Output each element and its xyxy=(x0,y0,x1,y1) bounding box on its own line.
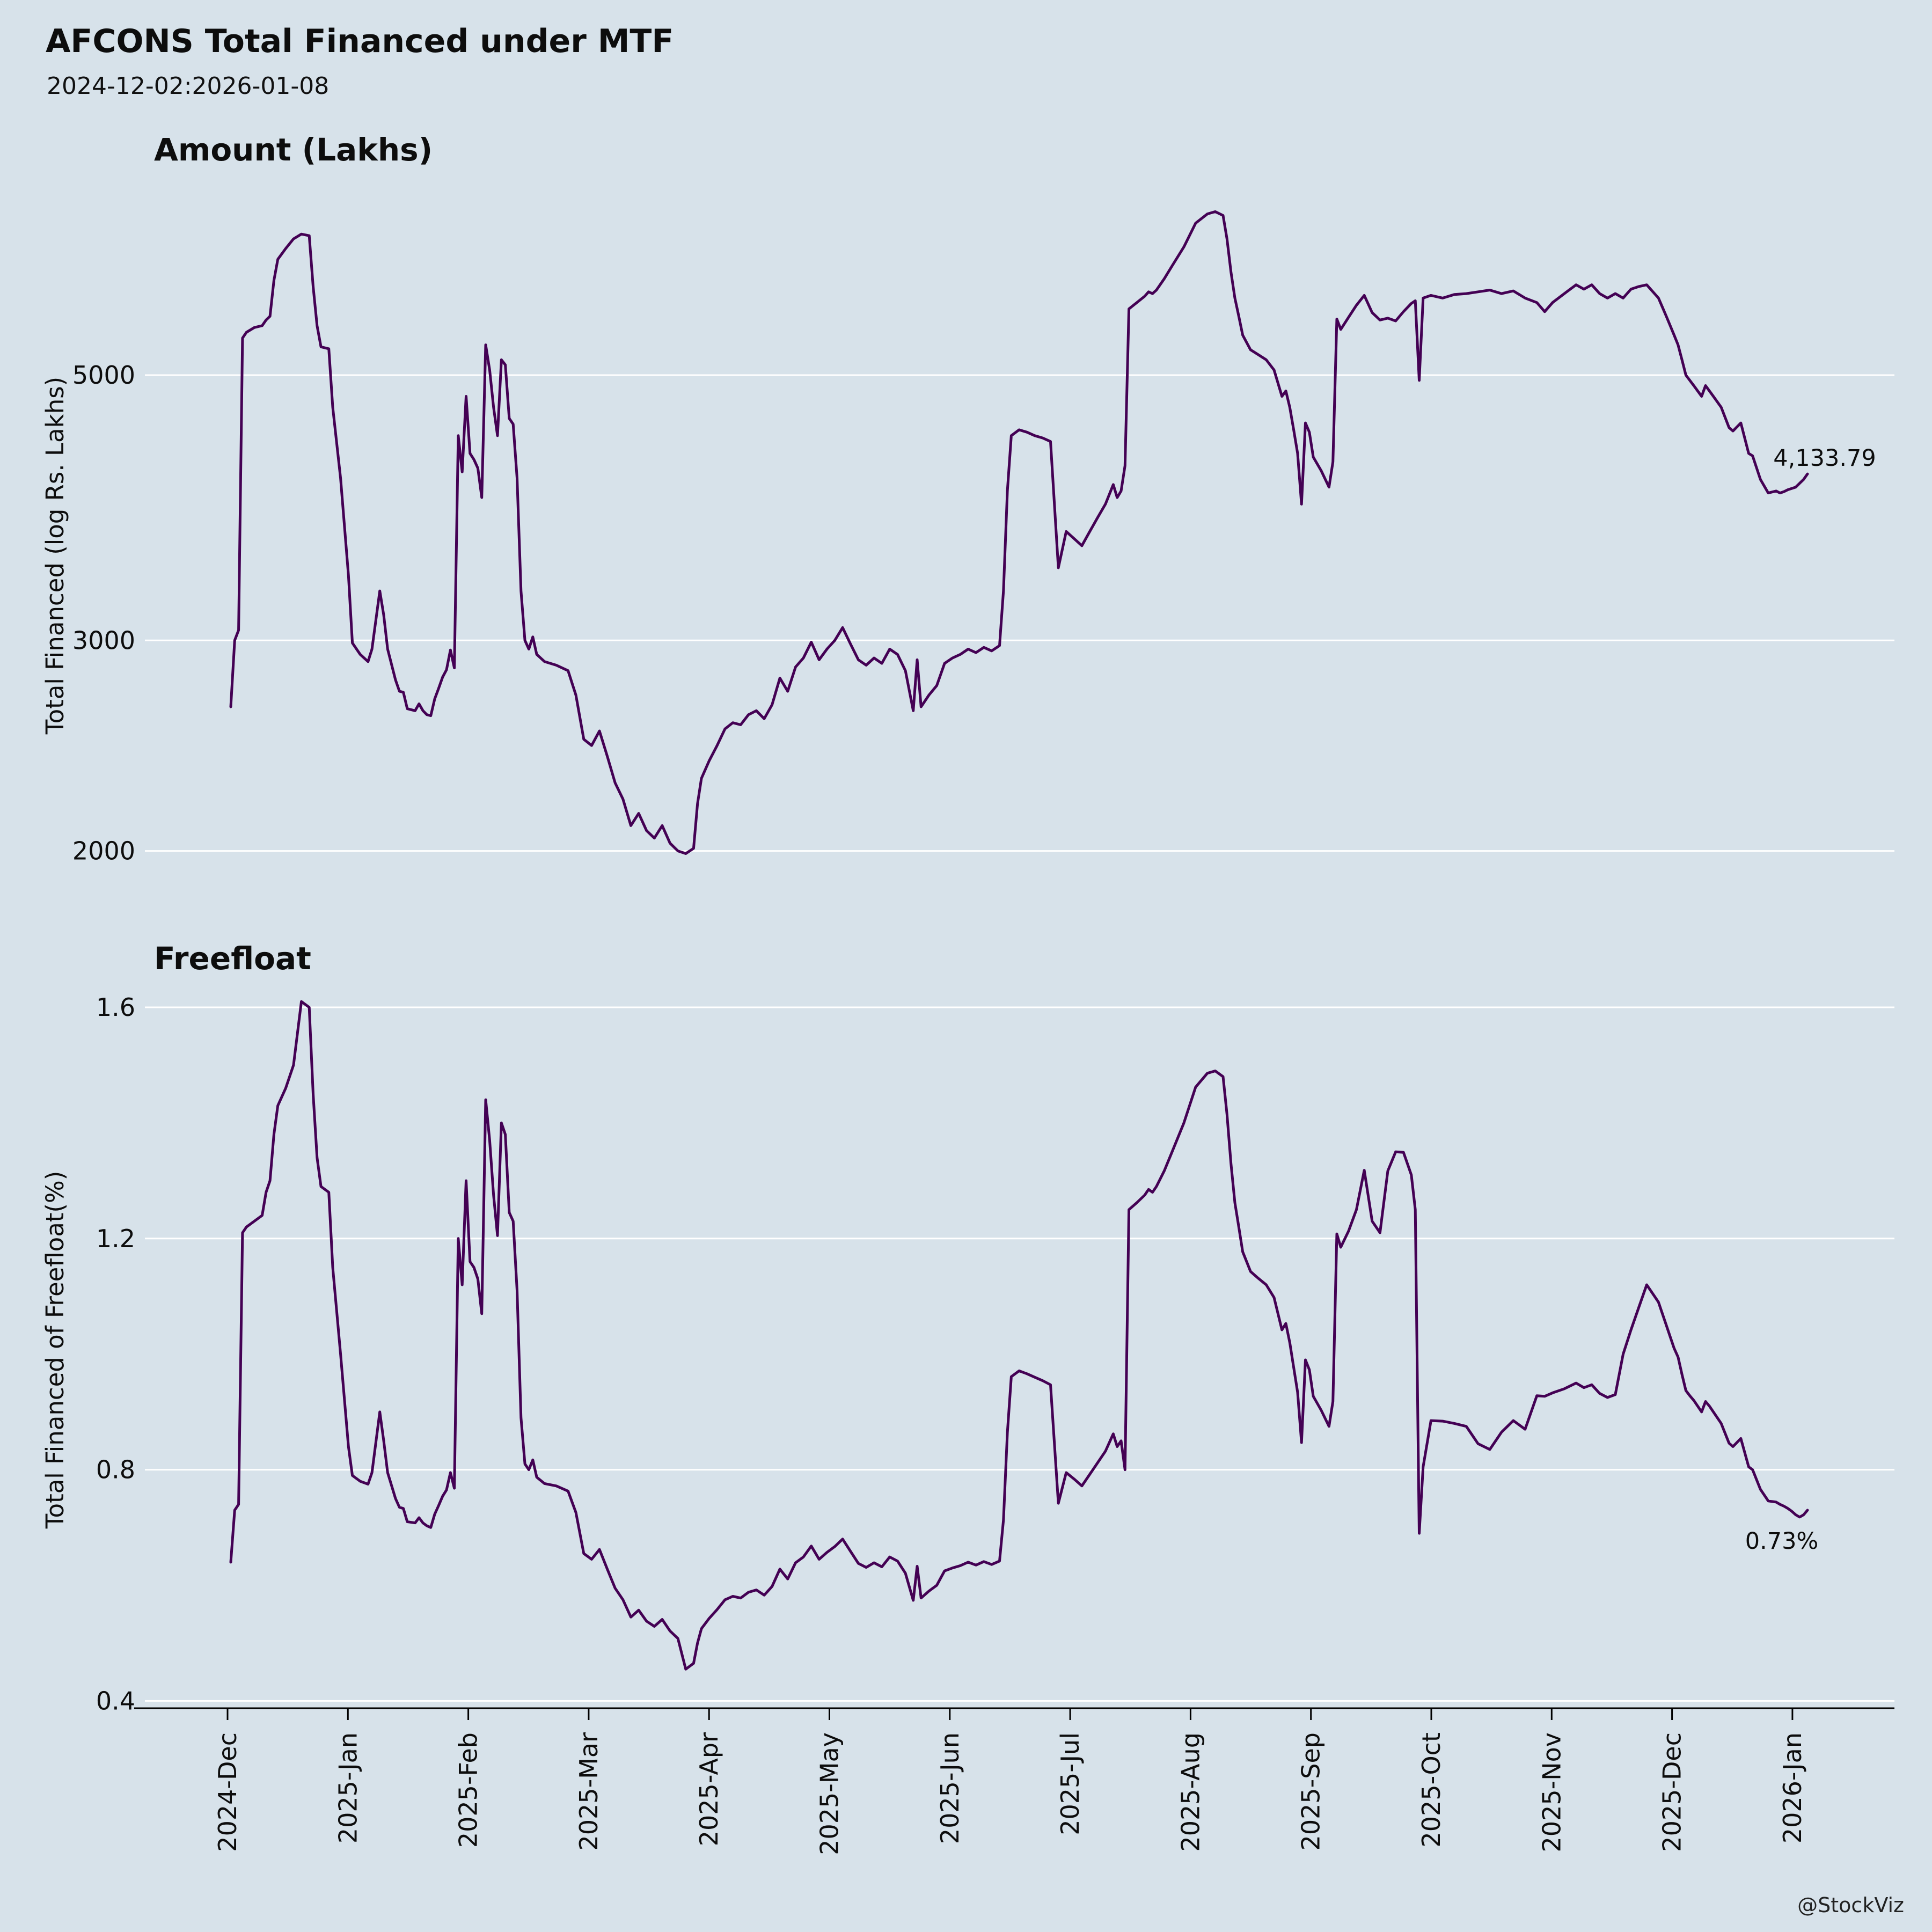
x-tick-label-2025-Apr: 2025-Apr xyxy=(694,1732,723,1846)
amount-ytick-3000: 3000 xyxy=(72,626,135,655)
amount-gridlines: 5000 3000 2000 xyxy=(72,361,1894,866)
x-axis: 2024-Dec 2025-Jan 2025-Feb 2025-Mar 2025-Apr… xyxy=(134,1707,1894,1855)
freefloat-chart-title: Freefloat xyxy=(154,940,311,977)
x-tick-label-2024-Dec: 2024-Dec xyxy=(213,1732,242,1852)
x-tick-label-2025-May: 2025-May xyxy=(815,1732,844,1855)
amount-series-line xyxy=(229,210,1809,855)
amount-ylabel: Total Financed (log Rs. Lakhs) xyxy=(41,377,69,735)
freefloat-ytick-1.2: 1.2 xyxy=(96,1224,135,1253)
freefloat-ylabel: Total Financed of Freefloat(%) xyxy=(41,1171,69,1529)
x-tick-label-2025-Jul: 2025-Jul xyxy=(1056,1732,1085,1835)
freefloat-last-value-annotation: 0.73% xyxy=(1745,1528,1819,1555)
page-subtitle: 2024-12-02:2026-01-08 xyxy=(47,72,330,100)
x-tick-label-2025-Jun: 2025-Jun xyxy=(935,1732,964,1844)
watermark-stockviz: @StockViz xyxy=(1797,1893,1904,1917)
amount-ytick-5000: 5000 xyxy=(72,361,135,390)
freefloat-chart: 1.6 1.2 0.8 0.4 Total Financed of Freefloat(… xyxy=(41,993,1894,1715)
amount-last-value-annotation: 4,133.79 xyxy=(1773,445,1876,472)
freefloat-ytick-1.6: 1.6 xyxy=(96,993,135,1022)
x-tick-label-2025-Jan: 2025-Jan xyxy=(333,1732,362,1843)
freefloat-series-line xyxy=(229,1000,1809,1671)
x-tick-label-2025-Oct: 2025-Oct xyxy=(1417,1732,1446,1847)
x-tick-label-2025-Dec: 2025-Dec xyxy=(1658,1732,1687,1852)
amount-chart: 5000 3000 2000 Total Financed (log Rs. Lakh… xyxy=(41,210,1894,866)
x-tick-label-2025-Nov: 2025-Nov xyxy=(1537,1732,1566,1852)
x-tick-label-2025-Mar: 2025-Mar xyxy=(574,1732,603,1851)
amount-chart-title: Amount (Lakhs) xyxy=(154,131,433,168)
x-tick-label-2025-Aug: 2025-Aug xyxy=(1176,1732,1205,1851)
x-tick-label-2026-Jan: 2026-Jan xyxy=(1778,1732,1807,1843)
page-title: AFCONS Total Financed under MTF xyxy=(46,23,674,60)
freefloat-gridlines: 1.6 1.2 0.8 0.4 xyxy=(96,993,1894,1715)
freefloat-ytick-0.8: 0.8 xyxy=(96,1455,135,1484)
x-tick-label-2025-Sep: 2025-Sep xyxy=(1297,1732,1326,1850)
amount-ytick-2000: 2000 xyxy=(72,837,135,866)
freefloat-ytick-0.4: 0.4 xyxy=(96,1686,135,1715)
x-tick-label-2025-Feb: 2025-Feb xyxy=(454,1732,483,1848)
